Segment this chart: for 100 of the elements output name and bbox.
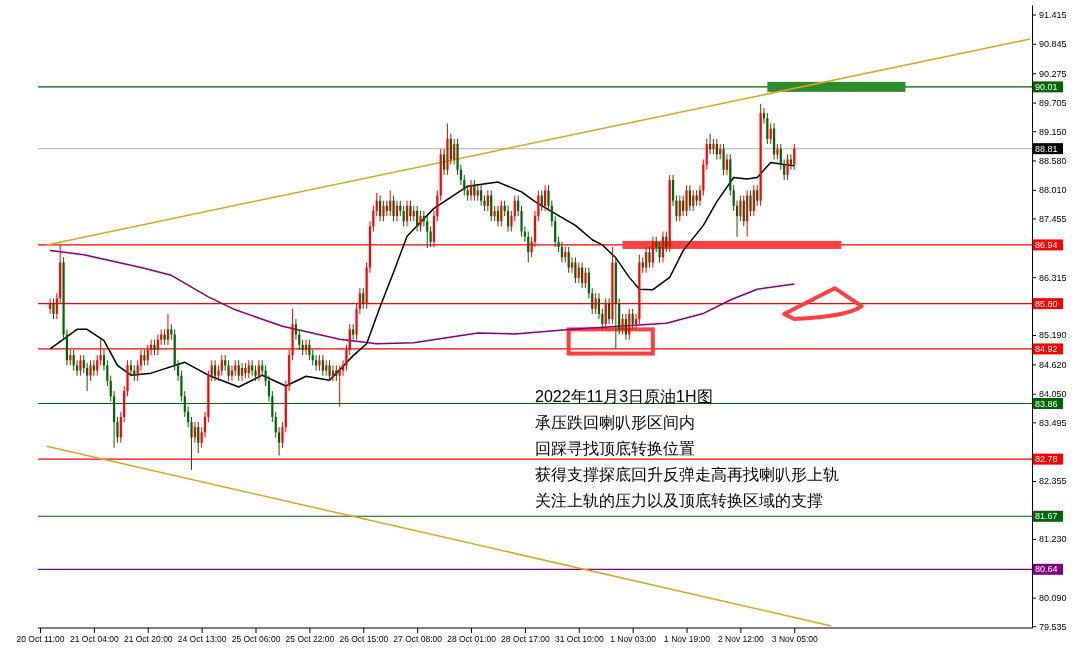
candlestick — [409, 200, 412, 222]
ref-line-label: 84.92 — [1035, 344, 1058, 355]
candlestick — [92, 359, 95, 377]
candlestick — [480, 184, 483, 207]
y-tick-label: 88.010 — [1039, 185, 1067, 196]
candlestick — [227, 359, 230, 382]
candlestick — [621, 313, 624, 336]
candlestick — [382, 200, 385, 222]
candlestick — [419, 210, 422, 233]
line-series — [49, 249, 796, 345]
candlestick — [237, 359, 240, 382]
candlestick — [685, 184, 688, 217]
candlestick — [230, 364, 234, 382]
y-tick-label: 85.190 — [1039, 330, 1067, 341]
candlestick — [52, 297, 55, 320]
candlestick — [328, 359, 331, 382]
candlestick — [89, 359, 92, 382]
x-tick-label: 26 Oct 15:00 — [339, 634, 389, 645]
candlestick — [766, 112, 769, 145]
x-tick-label: 25 Oct 22:00 — [285, 634, 335, 645]
y-tick-label: 90.275 — [1039, 68, 1067, 79]
y-tick-label: 84.620 — [1039, 359, 1067, 370]
y-tick-label: 80.090 — [1039, 593, 1067, 603]
candlestick — [473, 179, 476, 202]
y-tick-label: 84.050 — [1039, 389, 1067, 400]
ref-line-label: 85.80 — [1035, 298, 1058, 309]
candlestick — [79, 354, 82, 377]
y-tick-label: 81.230 — [1039, 534, 1067, 545]
candlestick — [645, 246, 648, 274]
x-tick-label: 21 Oct 20:00 — [123, 634, 173, 645]
y-tick-label: 87.455 — [1039, 213, 1067, 224]
candlestick — [739, 195, 742, 222]
ref-line-label: 90.01 — [1035, 82, 1058, 93]
ref-line-label: 86.94 — [1035, 240, 1058, 251]
y-tick-label: 83.495 — [1039, 417, 1067, 428]
x-tick-label: 3 Nov 05:00 — [771, 634, 818, 645]
candlestick — [210, 359, 213, 382]
x-tick-label: 24 Oct 13:00 — [177, 634, 227, 645]
candlestick — [247, 359, 250, 379]
candlestick — [756, 184, 759, 207]
candlestick — [584, 267, 587, 289]
candlestick — [574, 256, 577, 284]
candlestick — [648, 246, 651, 269]
x-tick-label: 25 Oct 06:00 — [231, 634, 281, 645]
candlestick — [752, 184, 755, 217]
candlestick — [294, 318, 298, 341]
candlestick — [86, 362, 89, 392]
candlestick — [789, 153, 793, 171]
candlestick — [96, 354, 99, 377]
candlestick — [338, 364, 341, 408]
candlestick — [628, 308, 631, 341]
candlestick — [362, 287, 365, 310]
y-tick-label: 90.845 — [1039, 39, 1067, 50]
candlestick — [793, 143, 796, 171]
candlestick — [722, 143, 725, 176]
candlestick — [725, 153, 729, 176]
x-tick-label: 28 Oct 17:00 — [501, 634, 551, 645]
x-tick-label: 1 Nov 19:00 — [664, 634, 711, 645]
candlestick — [392, 195, 395, 222]
x-tick-label: 2 Nov 12:00 — [717, 634, 765, 645]
annotation: 关注上轨的压力以及顶底转换区域的支撑 — [535, 492, 823, 509]
annotation: 承压跌回喇叭形区间内 — [535, 414, 695, 431]
ref-line-label: 83.86 — [1035, 398, 1058, 409]
candlestick — [544, 184, 547, 212]
annotation: 回踩寻找顶底转换位置 — [535, 440, 695, 457]
ref-line-label: 81.67 — [1035, 511, 1058, 522]
candlestick — [220, 354, 223, 377]
y-tick-label: 79.535 — [1039, 621, 1067, 632]
x-tick-label: 28 Oct 01:00 — [447, 634, 497, 645]
candlestick — [624, 313, 628, 341]
candlestick — [426, 215, 429, 249]
candlestick — [688, 184, 691, 212]
candlestick — [779, 143, 782, 171]
candlestick — [442, 148, 446, 176]
candlestick — [197, 421, 200, 454]
y-tick-label: 89.705 — [1039, 97, 1067, 108]
candlestick — [75, 359, 79, 377]
candlestick — [567, 246, 570, 274]
x-tick-label: 21 Oct 04:00 — [70, 634, 119, 645]
x-tick-label: 27 Oct 08:00 — [393, 634, 443, 645]
candlestick — [749, 189, 752, 217]
annotation: 2022年11月3日原油1H图 — [535, 388, 713, 405]
candlestick — [570, 256, 574, 274]
y-tick-label: 86.315 — [1039, 272, 1067, 283]
y-tick-label: 88.580 — [1039, 155, 1067, 166]
y-tick-label: 82.355 — [1039, 476, 1067, 487]
candlestick — [554, 215, 557, 248]
x-tick-label: 1 Nov 03:00 — [610, 634, 657, 645]
candlestick — [658, 241, 661, 263]
ref-line-label: 82.78 — [1035, 454, 1058, 465]
candlestick — [251, 359, 254, 377]
ref-line-label: 80.64 — [1035, 564, 1058, 575]
candlestick — [786, 153, 789, 181]
x-tick-label: 31 Oct 10:00 — [554, 634, 604, 645]
annotation: 获得支撑探底回升反弹走高再找喇叭形上轨 — [535, 466, 839, 483]
candlestick — [705, 138, 708, 171]
y-tick-label: 89.150 — [1039, 126, 1067, 137]
x-tick-label: 20 Oct 11:00 — [16, 634, 65, 645]
ref-line-label: 88.81 — [1035, 143, 1058, 154]
candlestick — [129, 359, 133, 377]
